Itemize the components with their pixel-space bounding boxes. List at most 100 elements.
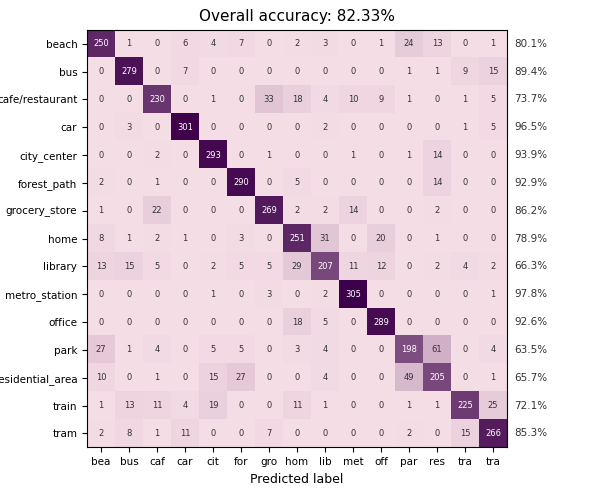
Text: 0: 0 bbox=[238, 318, 244, 327]
Text: 1: 1 bbox=[127, 345, 131, 354]
Text: 205: 205 bbox=[429, 373, 445, 382]
Text: 24: 24 bbox=[404, 39, 414, 48]
Text: 0: 0 bbox=[379, 123, 383, 132]
Text: 15: 15 bbox=[488, 67, 498, 76]
Text: 0: 0 bbox=[295, 373, 299, 382]
Text: 0: 0 bbox=[379, 178, 383, 187]
Text: 266: 266 bbox=[485, 429, 501, 438]
Text: 2: 2 bbox=[295, 39, 299, 48]
Text: 18: 18 bbox=[292, 318, 302, 327]
Text: 0: 0 bbox=[490, 151, 496, 160]
Text: 7: 7 bbox=[238, 39, 244, 48]
Text: 0: 0 bbox=[238, 151, 244, 160]
Text: 0: 0 bbox=[379, 206, 383, 215]
Text: 1: 1 bbox=[463, 95, 467, 104]
Text: 14: 14 bbox=[432, 178, 442, 187]
Text: 0: 0 bbox=[295, 67, 299, 76]
Text: 61: 61 bbox=[431, 345, 442, 354]
Text: 2: 2 bbox=[154, 151, 160, 160]
Text: 0: 0 bbox=[406, 262, 412, 271]
Text: 7: 7 bbox=[266, 429, 272, 438]
Text: 0: 0 bbox=[182, 95, 188, 104]
Text: 7: 7 bbox=[182, 67, 188, 76]
Text: 0: 0 bbox=[127, 178, 131, 187]
Text: 0: 0 bbox=[182, 373, 188, 382]
Text: 0: 0 bbox=[266, 401, 272, 410]
Text: 8: 8 bbox=[127, 429, 131, 438]
Text: 0: 0 bbox=[295, 123, 299, 132]
Text: 0: 0 bbox=[295, 290, 299, 299]
Text: 10: 10 bbox=[348, 95, 358, 104]
Text: 0: 0 bbox=[379, 401, 383, 410]
Text: 0: 0 bbox=[238, 95, 244, 104]
Text: 4: 4 bbox=[182, 401, 188, 410]
Text: 25: 25 bbox=[488, 401, 498, 410]
Text: 1: 1 bbox=[463, 123, 467, 132]
Text: 0: 0 bbox=[127, 151, 131, 160]
Text: 2: 2 bbox=[322, 290, 328, 299]
Text: 0: 0 bbox=[379, 345, 383, 354]
Text: 0: 0 bbox=[463, 373, 467, 382]
Text: 0: 0 bbox=[379, 290, 383, 299]
Text: 0: 0 bbox=[490, 318, 496, 327]
Text: 18: 18 bbox=[292, 95, 302, 104]
Text: 33: 33 bbox=[263, 95, 274, 104]
Text: 3: 3 bbox=[238, 234, 244, 243]
Text: 305: 305 bbox=[345, 290, 361, 299]
Text: 14: 14 bbox=[348, 206, 358, 215]
Text: 13: 13 bbox=[124, 401, 134, 410]
Text: 0: 0 bbox=[322, 151, 328, 160]
Text: 13: 13 bbox=[431, 39, 442, 48]
Text: 86.2%: 86.2% bbox=[514, 206, 547, 216]
X-axis label: Predicted label: Predicted label bbox=[250, 473, 344, 486]
Text: 27: 27 bbox=[236, 373, 247, 382]
Text: 11: 11 bbox=[348, 262, 358, 271]
Text: 92.9%: 92.9% bbox=[514, 178, 547, 188]
Text: 1: 1 bbox=[350, 151, 356, 160]
Text: 29: 29 bbox=[292, 262, 302, 271]
Text: 2: 2 bbox=[98, 178, 104, 187]
Text: 1: 1 bbox=[490, 39, 496, 48]
Text: 0: 0 bbox=[182, 290, 188, 299]
Text: 0: 0 bbox=[154, 67, 160, 76]
Text: 1: 1 bbox=[406, 67, 412, 76]
Text: 0: 0 bbox=[127, 95, 131, 104]
Text: 1: 1 bbox=[434, 401, 440, 410]
Text: 0: 0 bbox=[350, 345, 356, 354]
Text: 0: 0 bbox=[350, 178, 356, 187]
Text: 1: 1 bbox=[154, 373, 160, 382]
Text: 4: 4 bbox=[322, 95, 328, 104]
Text: 1: 1 bbox=[127, 39, 131, 48]
Text: 0: 0 bbox=[127, 206, 131, 215]
Text: 0: 0 bbox=[266, 178, 272, 187]
Text: 0: 0 bbox=[98, 290, 104, 299]
Text: 0: 0 bbox=[211, 429, 215, 438]
Text: 3: 3 bbox=[322, 39, 328, 48]
Text: 80.1%: 80.1% bbox=[514, 39, 547, 49]
Text: 92.6%: 92.6% bbox=[514, 317, 547, 327]
Text: 4: 4 bbox=[154, 345, 160, 354]
Title: Overall accuracy: 82.33%: Overall accuracy: 82.33% bbox=[199, 9, 395, 24]
Text: 0: 0 bbox=[463, 290, 467, 299]
Text: 0: 0 bbox=[211, 206, 215, 215]
Text: 1: 1 bbox=[490, 290, 496, 299]
Text: 0: 0 bbox=[266, 234, 272, 243]
Text: 0: 0 bbox=[434, 95, 440, 104]
Text: 1: 1 bbox=[211, 290, 215, 299]
Text: 0: 0 bbox=[463, 151, 467, 160]
Text: 85.3%: 85.3% bbox=[514, 428, 547, 438]
Text: 1: 1 bbox=[211, 95, 215, 104]
Text: 293: 293 bbox=[205, 151, 221, 160]
Text: 0: 0 bbox=[379, 151, 383, 160]
Text: 1: 1 bbox=[182, 234, 188, 243]
Text: 0: 0 bbox=[211, 234, 215, 243]
Text: 65.7%: 65.7% bbox=[514, 373, 547, 383]
Text: 11: 11 bbox=[292, 401, 302, 410]
Text: 11: 11 bbox=[180, 429, 190, 438]
Text: 0: 0 bbox=[211, 67, 215, 76]
Text: 19: 19 bbox=[208, 401, 218, 410]
Text: 73.7%: 73.7% bbox=[514, 94, 547, 104]
Text: 0: 0 bbox=[490, 178, 496, 187]
Text: 1: 1 bbox=[379, 39, 383, 48]
Text: 4: 4 bbox=[322, 345, 328, 354]
